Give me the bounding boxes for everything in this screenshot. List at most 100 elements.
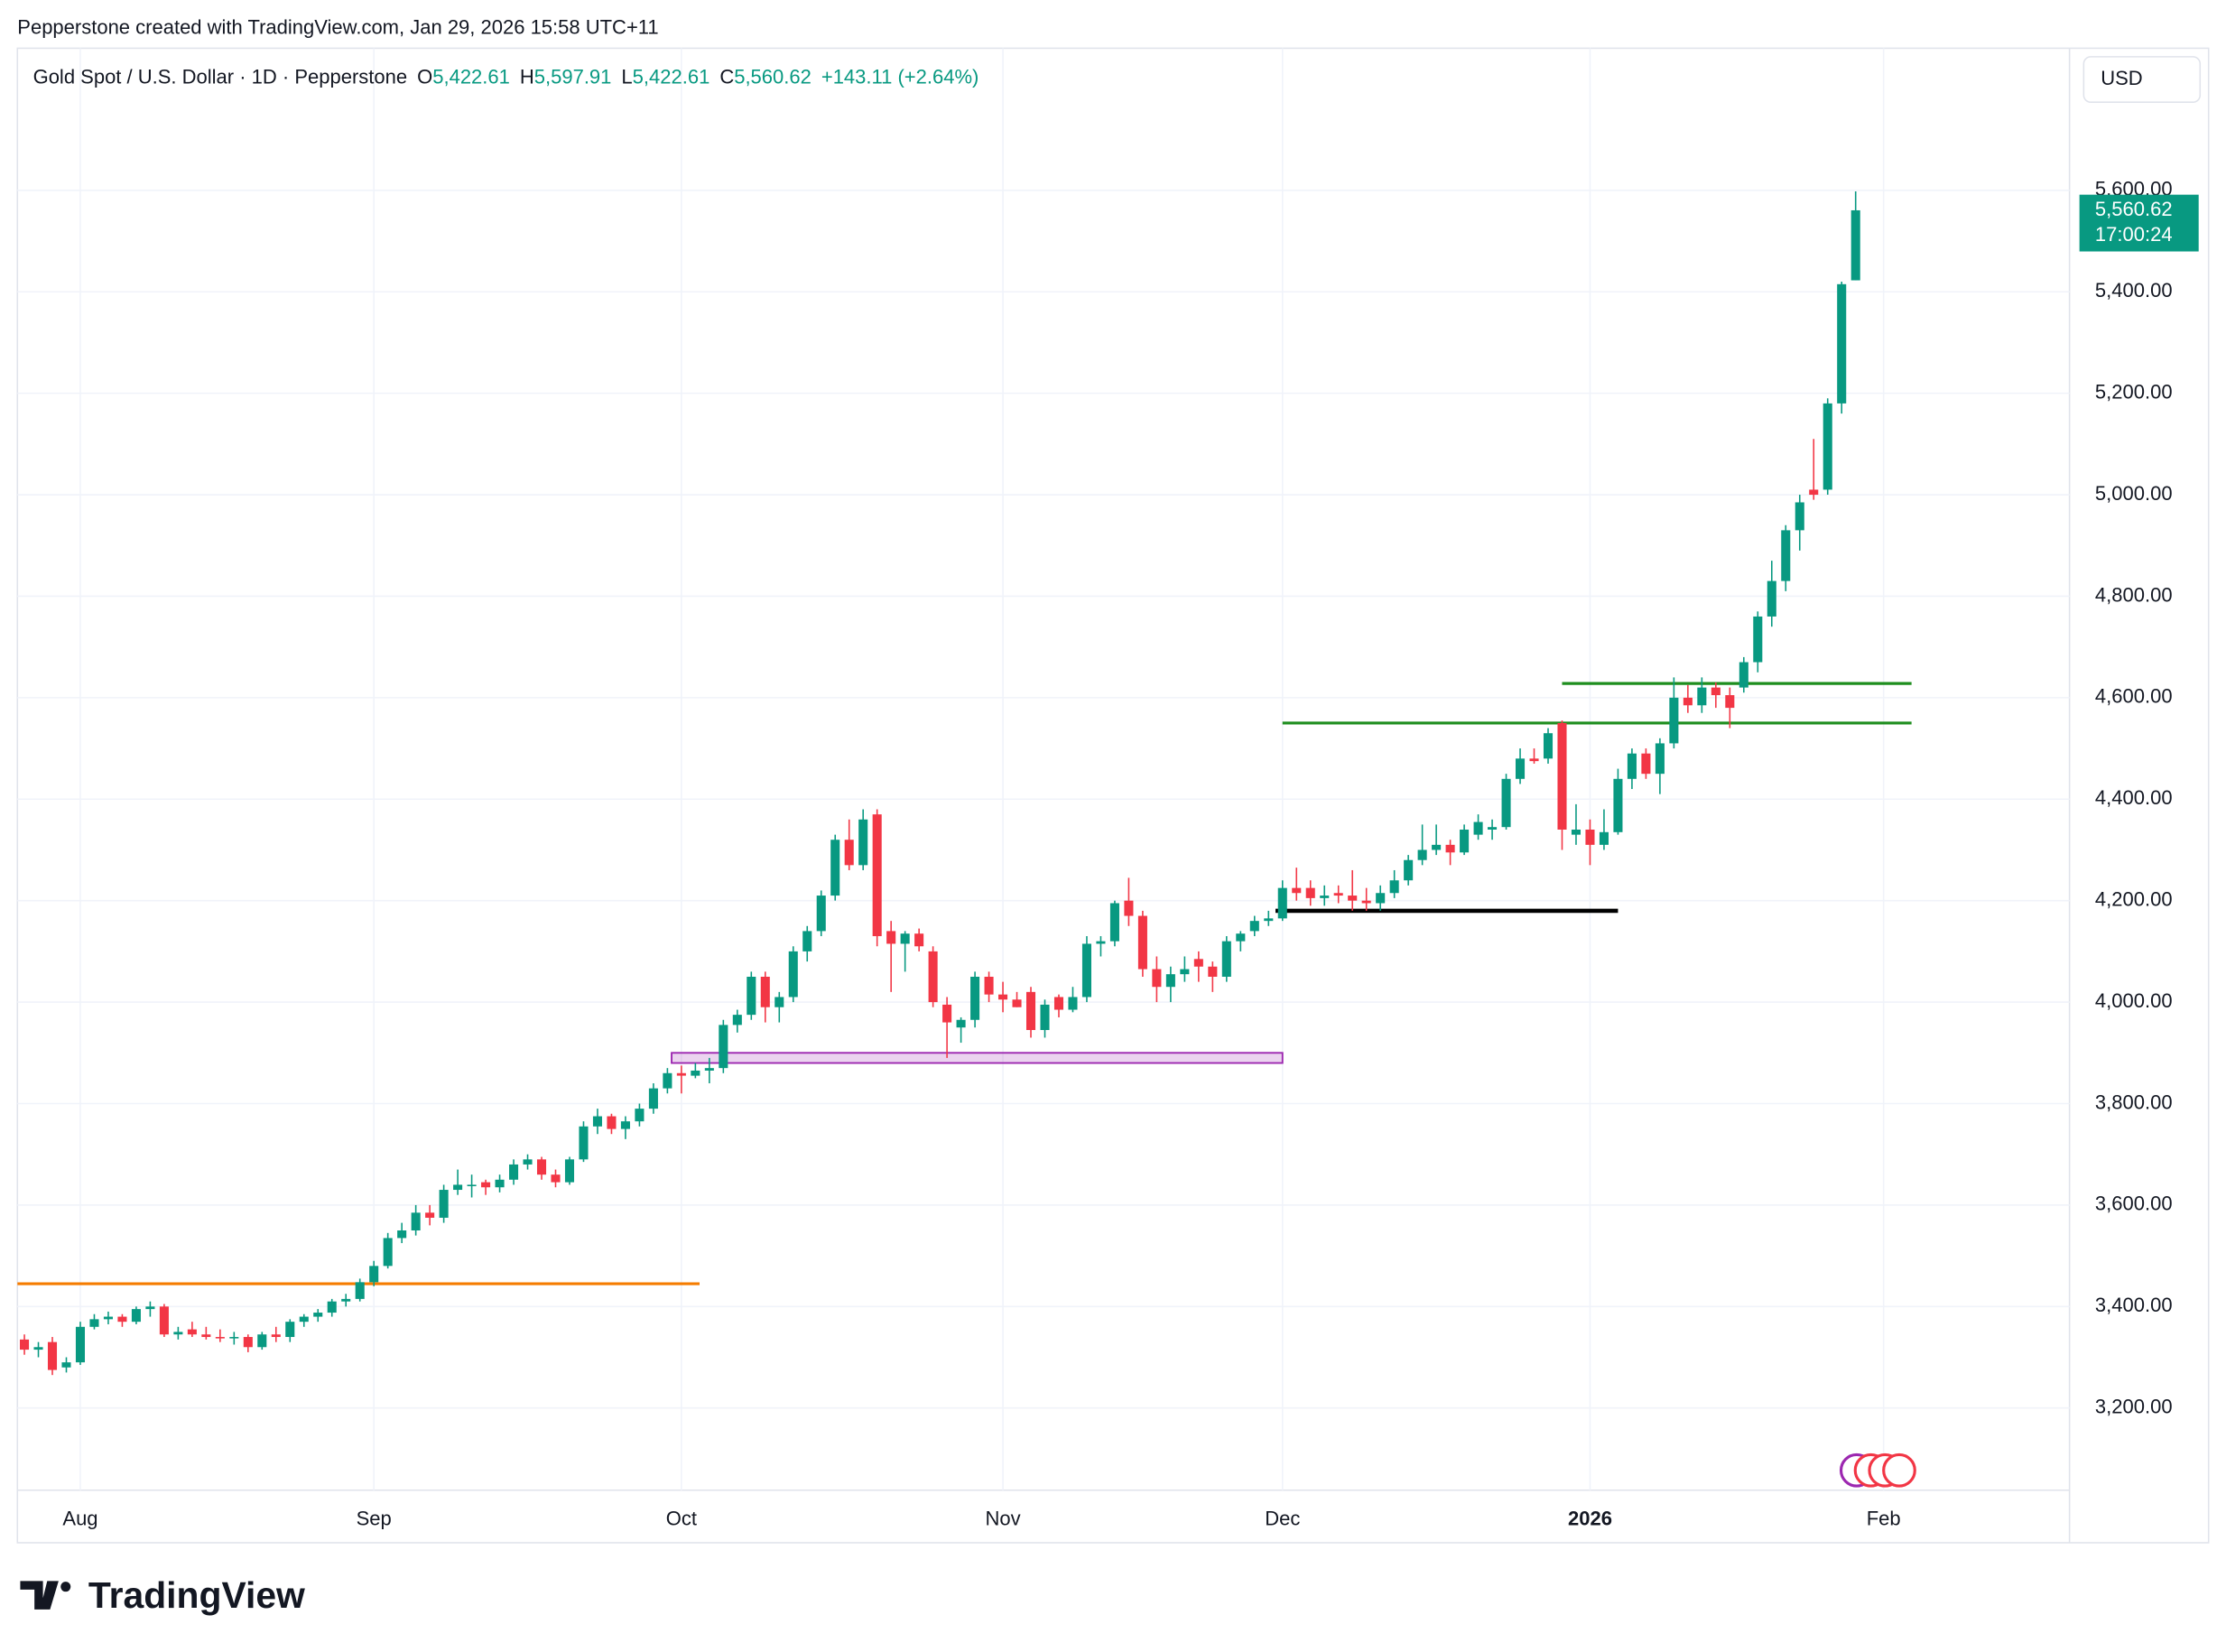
candle-body (229, 1337, 239, 1339)
candle-body (1292, 887, 1302, 894)
candle-body (1711, 687, 1721, 696)
candle-body (369, 1266, 379, 1283)
zone-box (671, 1052, 1284, 1064)
candle-body (747, 976, 756, 1016)
brand-logo (20, 1581, 59, 1610)
candle-body (383, 1238, 393, 1267)
candle-body (1655, 743, 1665, 775)
candle-body (131, 1309, 141, 1323)
y-tick-label: 3,200.00 (2095, 1396, 2173, 1418)
candle-body (1613, 778, 1623, 832)
candle-body (1277, 887, 1287, 919)
candle-body (956, 1019, 966, 1028)
legend-key: H (520, 65, 534, 88)
candle-body (900, 933, 910, 944)
candle-body (145, 1306, 155, 1310)
candle-body (704, 1068, 714, 1071)
candle-body (89, 1319, 99, 1327)
candle-body (1529, 758, 1539, 762)
candle-body (1152, 969, 1162, 988)
candle-body (1193, 959, 1203, 967)
candle-body (1473, 821, 1483, 835)
candle-body (1025, 991, 1036, 1031)
candle-body (984, 976, 994, 995)
candle-body (579, 1126, 589, 1160)
brand-logo-dot (60, 1582, 71, 1592)
candle-body (1460, 829, 1470, 853)
candle-body (816, 896, 826, 932)
y-tick-label: 4,000.00 (2095, 989, 2173, 1012)
legend-value: 5,560.62 (734, 65, 812, 88)
candle-body (1669, 697, 1679, 744)
candle-body (285, 1322, 295, 1338)
candle-body (61, 1362, 71, 1368)
candle-body (830, 840, 840, 896)
candle-body (495, 1179, 505, 1188)
candle-body (103, 1316, 113, 1320)
candle-body (1040, 1004, 1050, 1031)
y-tick-label: 5,000.00 (2095, 482, 2173, 505)
candle-body (1725, 695, 1735, 709)
candle-body (635, 1109, 645, 1122)
candle-body (1404, 859, 1414, 881)
candle-body (1389, 880, 1399, 894)
candle-body (551, 1174, 561, 1183)
candle-body (1697, 687, 1707, 706)
candle-body (1488, 827, 1498, 830)
candle-body (439, 1190, 449, 1218)
candle-body (1180, 969, 1190, 975)
candle-body (1305, 887, 1315, 898)
candle-body (1348, 896, 1358, 901)
candle-body (187, 1329, 197, 1335)
candle-body (1641, 753, 1651, 775)
symbol-title: Gold Spot / U.S. Dollar · 1D · Peppersto… (33, 65, 408, 88)
last-price-tag (2079, 194, 2199, 252)
candle-body (1781, 530, 1791, 581)
x-tick-label: Sep (357, 1508, 392, 1530)
y-tick-label: 3,800.00 (2095, 1091, 2173, 1113)
candle-body (592, 1116, 602, 1127)
candle-body (173, 1332, 183, 1335)
candle-body (1795, 502, 1804, 531)
candle-body (1432, 844, 1442, 850)
candle-body (355, 1282, 365, 1299)
legend-value: 5,422.61 (633, 65, 710, 88)
candle-body (1599, 831, 1609, 845)
x-tick-label: 2026 (1568, 1508, 1612, 1530)
candle-body (1543, 733, 1554, 759)
candle-body (872, 814, 882, 937)
y-tick-label: 4,200.00 (2095, 887, 2173, 910)
candle-body (1627, 753, 1637, 779)
candle-body (802, 931, 812, 951)
candle-body (788, 951, 798, 998)
currency[interactable]: USD (2101, 67, 2142, 89)
candle-body (1249, 921, 1259, 932)
candle-body (1417, 849, 1427, 860)
currency-button[interactable] (2082, 56, 2202, 103)
candles (20, 190, 1860, 1376)
event-flags (1839, 1452, 1916, 1488)
last-price-label: 5,560.62 (2095, 198, 2173, 220)
candle-body (1137, 915, 1147, 970)
candle-body (33, 1347, 43, 1350)
y-tick-label: 4,400.00 (2095, 786, 2173, 809)
drawings (17, 682, 1912, 1285)
candle-body (1012, 999, 1022, 1007)
candle-body (564, 1159, 575, 1183)
y-tick-label: 4,800.00 (2095, 583, 2173, 606)
candle-body (760, 976, 770, 1007)
legend-value: 5,422.61 (432, 65, 510, 88)
candle-body (1165, 974, 1175, 988)
candle-body (159, 1306, 169, 1335)
candle-body (327, 1301, 337, 1313)
brand: TradingView (20, 1574, 305, 1616)
candle-body (1850, 209, 1860, 281)
candle-body (607, 1116, 617, 1129)
candle-body (1571, 829, 1581, 835)
y-tick-label: 5,200.00 (2095, 380, 2173, 403)
candle-body (1320, 896, 1330, 898)
candle-body (117, 1316, 127, 1323)
candle-body (970, 976, 980, 1020)
candle-body (481, 1182, 491, 1188)
candle-body (509, 1164, 519, 1180)
